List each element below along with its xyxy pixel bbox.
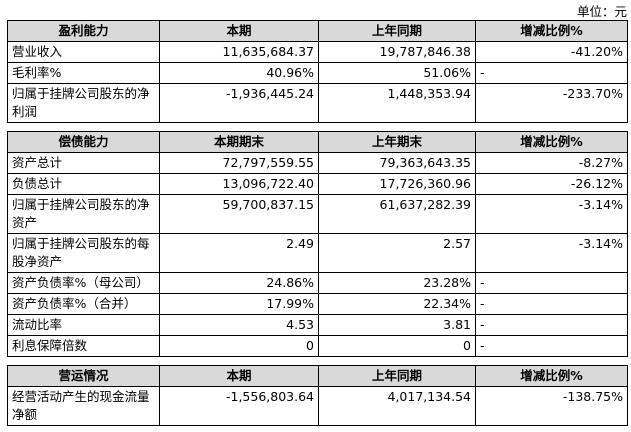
- data-row: 流动比率 4.53 3.81-: [7, 314, 628, 336]
- cell: -138.75%: [475, 386, 628, 426]
- cell: 4.53: [159, 314, 319, 336]
- row-label: 利息保障倍数: [7, 335, 160, 357]
- cell: 0: [318, 335, 476, 357]
- cell: 11,635,684.37: [159, 41, 319, 63]
- cell: 13,096,722.40: [159, 173, 319, 195]
- cell: -: [475, 293, 628, 315]
- row-label: 归属于挂牌公司股东的净利润: [7, 83, 160, 123]
- header-cell: 偿债能力: [7, 131, 160, 153]
- header-row: 盈利能力 本期 上年同期 增减比例%: [7, 20, 628, 42]
- row-label: 流动比率: [7, 314, 160, 336]
- data-row: 归属于挂牌公司股东的每股净资产 2.49 2.57 -3.14%: [7, 233, 628, 273]
- data-row: 资产负债率%（母公司） 24.86% 23.28% -: [7, 272, 628, 294]
- header-row: 营运情况 本期 上年同期 增减比例%: [7, 365, 628, 387]
- cell: 3.81: [318, 314, 476, 336]
- cell: 22.34%: [318, 293, 476, 315]
- cell: -3.14%: [475, 194, 628, 234]
- cell: 23.28%: [318, 272, 476, 294]
- tables: 盈利能力 本期 上年同期 增减比例% 营业收入 11,635,684.37 19,787,8…: [7, 20, 628, 426]
- cell: 61,637,282.39: [318, 194, 476, 234]
- cell: -1,556,803.64: [159, 386, 319, 426]
- section-table: 营运情况 本期 上年同期 增减比例% 经营活动产生的现金流量净额 -1,556,803.6…: [7, 365, 628, 426]
- cell: 17.99%: [159, 293, 319, 315]
- cell: 1,448,353.94: [318, 83, 476, 123]
- header-cell: 上年期末: [318, 131, 476, 153]
- data-row: 毛利率% 40.96% 51.06% -: [7, 62, 628, 84]
- row-label: 资产负债率%（合并）: [7, 293, 160, 315]
- header-cell: 营运情况: [7, 365, 160, 387]
- row-label: 负债总计: [7, 173, 160, 195]
- cell: -3.14%: [475, 233, 628, 273]
- unit-label: 单位：元: [576, 4, 627, 19]
- header-cell: 盈利能力: [7, 20, 160, 42]
- cell: 59,700,837.15: [159, 194, 319, 234]
- row-label: 毛利率%: [7, 62, 160, 84]
- data-row: 经营活动产生的现金流量净额 -1,556,803.64 4,017,134.54 -1…: [7, 386, 628, 426]
- header-cell: 增减比例%: [475, 20, 628, 42]
- header-cell: 增减比例%: [475, 365, 628, 387]
- cell: 40.96%: [159, 62, 319, 84]
- cell: -26.12%: [475, 173, 628, 195]
- cell: 24.86%: [159, 272, 319, 294]
- cell: 19,787,846.38: [318, 41, 476, 63]
- data-row: 资产负债率%（合并） 17.99% 22.34% -: [7, 293, 628, 315]
- data-row: 负债总计 13,096,722.40 17,726,360.96 -26.12%: [7, 173, 628, 195]
- section-table: 盈利能力 本期 上年同期 增减比例% 营业收入 11,635,684.37 19,787,8…: [7, 20, 628, 123]
- cell: -1,936,445.24: [159, 83, 319, 123]
- header-cell: 增减比例%: [475, 131, 628, 153]
- row-label: 归属于挂牌公司股东的每股净资产: [7, 233, 160, 273]
- header-cell: 上年同期: [318, 365, 476, 387]
- cell: 51.06%: [318, 62, 476, 84]
- cell: 2.49: [159, 233, 319, 273]
- header-cell: 上年同期: [318, 20, 476, 42]
- cell: 2.57: [318, 233, 476, 273]
- data-row: 归属于挂牌公司股东的净资产 59,700,837.15 61,637,282.39-…: [7, 194, 628, 234]
- data-row: 归属于挂牌公司股东的净利润 -1,936,445.24 1,448,353.94 -2…: [7, 83, 628, 123]
- cell: -: [475, 335, 628, 357]
- cell: 72,797,559.55: [159, 152, 319, 174]
- header-cell: 本期期末: [159, 131, 319, 153]
- cell: -8.27%: [475, 152, 628, 174]
- row-label: 归属于挂牌公司股东的净资产: [7, 194, 160, 234]
- cell: -: [475, 62, 628, 84]
- section-table: 偿债能力 本期期末 上年期末 增减比例% 资产总计 72,797,559.55 79,363…: [7, 131, 628, 357]
- data-row: 资产总计 72,797,559.55 79,363,643.35 -8.27%: [7, 152, 628, 174]
- cell: 0: [159, 335, 319, 357]
- row-label: 经营活动产生的现金流量净额: [7, 386, 160, 426]
- data-row: 营业收入 11,635,684.37 19,787,846.38 -41.20%: [7, 41, 628, 63]
- header-cell: 本期: [159, 20, 319, 42]
- header-cell: 本期: [159, 365, 319, 387]
- cell: -233.70%: [475, 83, 628, 123]
- row-label: 资产总计: [7, 152, 160, 174]
- data-row: 利息保障倍数 0 0-: [7, 335, 628, 357]
- cell: -: [475, 314, 628, 336]
- cell: -: [475, 272, 628, 294]
- cell: 17,726,360.96: [318, 173, 476, 195]
- header-row: 偿债能力 本期期末 上年期末 增减比例%: [7, 131, 628, 153]
- cell: -41.20%: [475, 41, 628, 63]
- cell: 79,363,643.35: [318, 152, 476, 174]
- row-label: 资产负债率%（母公司）: [7, 272, 160, 294]
- row-label: 营业收入: [7, 41, 160, 63]
- cell: 4,017,134.54: [318, 386, 476, 426]
